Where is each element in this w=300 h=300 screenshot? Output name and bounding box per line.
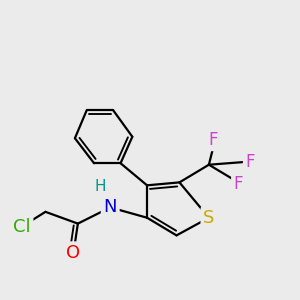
- Text: N: N: [103, 198, 117, 216]
- Text: F: F: [234, 175, 243, 193]
- Text: S: S: [203, 209, 214, 227]
- Text: Cl: Cl: [13, 218, 31, 236]
- Text: F: F: [208, 131, 218, 149]
- Text: H: H: [94, 179, 106, 194]
- Text: O: O: [66, 244, 80, 262]
- Text: F: F: [245, 153, 255, 171]
